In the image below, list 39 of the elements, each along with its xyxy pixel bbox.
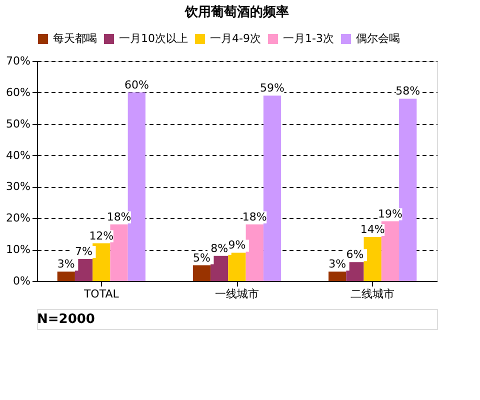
chart-title: 饮用葡萄酒的频率 [184,4,289,20]
text: N=2000 [37,312,95,327]
bar [57,272,75,281]
x-tick-label: TOTAL [82,288,120,300]
data-label: 6% [346,248,364,262]
data-label: 18% [106,210,132,224]
y-tick-label: 10% [6,243,30,256]
legend-label: 一月4-9次 [210,32,261,45]
bar [192,265,211,281]
data-label: 5% [193,251,210,264]
data-label: 3% [57,258,75,271]
legend-label: 偶尔会喝 [356,32,400,45]
y-tick-label: 20% [6,212,30,225]
data-label: 18% [242,210,267,224]
y-tick-label: 70% [6,54,30,68]
bar [364,237,382,281]
data-label: 60% [124,78,149,92]
data-label: 7% [75,245,93,258]
legend-label: 一月10次以上 [119,32,188,45]
bar [92,243,110,281]
data-label: 3% [328,258,346,271]
data-label: 14% [360,223,385,236]
data-label: 9% [228,238,246,252]
data-label: 12% [89,229,114,242]
legend-label: 每天都喝 [53,32,97,45]
bar [246,224,264,281]
bar [328,272,346,281]
data-label: 58% [396,84,420,98]
data-label: 8% [210,242,228,255]
y-tick-label: 60% [6,86,30,99]
y-tick-label: 0% [13,274,30,288]
x-tick-label: 二线城市 [350,288,395,300]
x-tick-label: 一线城市 [215,288,259,300]
data-label: 19% [378,207,402,220]
y-tick-label: 50% [6,117,30,130]
data-label: 59% [260,82,284,95]
legend-label: 一月1-3次 [283,32,334,45]
y-tick-label: 40% [6,148,30,162]
y-tick-label: 30% [6,180,30,194]
